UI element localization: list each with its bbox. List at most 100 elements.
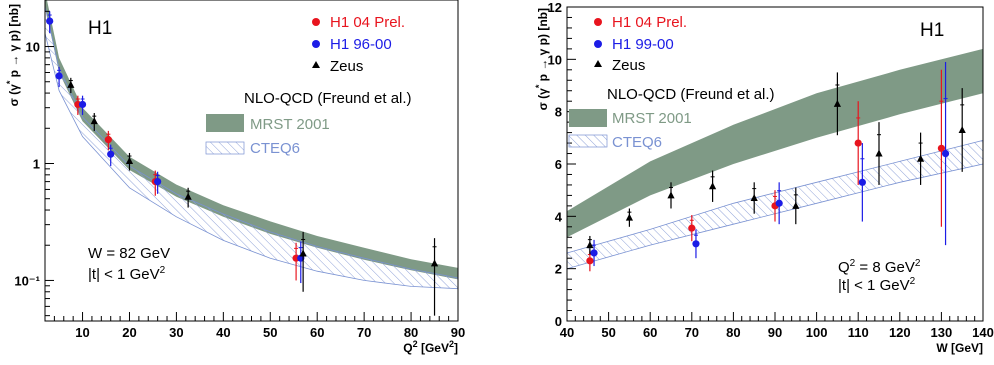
mrst-band [45,0,458,280]
cteq-legend-label: CTEQ6 [612,134,662,151]
y-tick-label: 8 [555,105,562,120]
mrst-legend-label: MRST 2001 [612,110,692,127]
plot-frame [566,6,984,322]
x-tick-label: 30 [169,325,183,340]
zeus-point [875,149,883,157]
legend-marker-h1-old [594,40,602,48]
zeus-point [792,201,800,209]
zeus-point [709,182,717,190]
tick-labels: 10 20 30 40 50 60 70 80 90 10⁻¹ 1 10 [14,40,465,340]
h1-old-point [858,178,866,186]
zeus-point [667,191,675,199]
h1-new-point [937,144,946,152]
data-points [46,11,439,316]
y-tick-label: 1 [33,156,40,171]
mrst-band [567,48,983,238]
mrst-legend-swatch [569,109,607,127]
legend: H1 04 Prel. H1 96-00 Zeus [312,14,405,75]
legend: H1 04 Prel. H1 99-00 Zeus [594,14,687,74]
x-tick-label: 70 [685,325,699,340]
data-points [586,61,966,272]
x-tick-label: 130 [931,325,953,340]
zeus-point [125,157,134,165]
x-tick-label: 10 [75,325,89,340]
legend-label: H1 04 Prel. [612,14,687,31]
cteq-legend-swatch [568,134,608,148]
y-tick-label: 12 [548,0,562,15]
h1-old-point [941,149,950,158]
legend-marker-h1-new [312,18,320,26]
legend-label: H1 04 Prel. [330,14,405,31]
experiment-label: H1 [88,18,112,39]
theory-title: NLO-QCD (Freund et al.) [244,90,412,107]
x-tick-label: 110 [848,325,869,340]
annotation-q2: Q2 = 8 GeV2 [838,258,921,276]
axis-ticks [566,6,984,322]
zeus-point [958,125,966,133]
x-tick-label: 90 [768,325,782,340]
zeus-point [833,99,841,107]
zeus-point [625,213,633,221]
h1-old-point [692,240,700,248]
h1-new-point [104,136,112,144]
legend-label: H1 99-00 [612,36,674,53]
x-tick-label: 120 [889,325,911,340]
y-tick-label: 4 [555,209,563,224]
zeus-point [67,80,75,88]
h1-old-point [46,17,54,25]
zeus-point [917,154,925,162]
y-axis-label: σ (γ* p → γ p) [nb] [5,4,21,106]
x-tick-label: 40 [560,325,574,340]
h1-new-point [854,139,862,147]
x-axis-label: W [GeV] [936,341,983,355]
annotation-t: |t| < 1 GeV2 [88,265,166,283]
h1-old-point [590,249,598,257]
zeus-point [184,192,192,200]
x-tick-label: 60 [310,325,324,340]
y-tick-label: 0 [555,314,562,329]
legend-label: H1 96-00 [330,36,392,53]
x-tick-label: 50 [263,325,277,340]
x-tick-label: 70 [357,325,371,340]
zeus-point [586,241,594,249]
h1-old-point [78,100,87,109]
mrst-legend-label: MRST 2001 [250,116,330,133]
chart-right: 40 50 60 70 80 90 100 110 120 130 140 0 2 4 6 8 10 12 H1 … [534,0,994,355]
x-tick-label: 80 [404,325,418,340]
h1-old-point [107,150,115,158]
tick-labels: 40 50 60 70 80 90 100 110 120 130 140 0 2 4 6 8 10 12 [548,0,994,340]
zeus-point [90,117,98,125]
legend-marker-h1-old [312,40,320,48]
annotation-t: |t| < 1 GeV2 [838,276,916,294]
cteq-legend-swatch [205,141,245,155]
plot-frame [44,0,459,322]
y-tick-label: 10 [26,40,40,55]
h1-old-point [55,72,63,80]
h1-old-point [154,178,162,186]
y-tick-label: 10 [548,52,562,67]
legend-label: Zeus [330,58,363,75]
h1-new-point [688,224,696,232]
legend-marker-zeus [312,61,320,68]
h1-old-point [775,199,783,207]
y-axis-label: σ (γ* p → γ p) [nb] [534,8,550,110]
zeus-point [750,194,758,202]
y-tick-label: 10⁻¹ [14,273,40,288]
x-tick-label: 100 [806,325,828,340]
cteq-legend-label: CTEQ6 [250,140,300,157]
mrst-legend-swatch [206,114,244,132]
zeus-point [299,249,307,257]
zeus-point [430,259,439,267]
x-tick-label: 140 [972,325,994,340]
x-tick-label: 40 [216,325,230,340]
chart-left: 10 20 30 40 50 60 70 80 90 10⁻¹ 1 10 H1 H1 04 Prel.… [5,0,465,355]
x-tick-label: 20 [122,325,136,340]
legend-marker-zeus [594,60,602,67]
y-tick-label: 2 [555,262,562,277]
x-tick-label: 90 [451,325,465,340]
experiment-label: H1 [920,20,944,41]
x-tick-label: 60 [643,325,657,340]
axis-ticks [44,10,459,321]
x-tick-label: 80 [726,325,740,340]
